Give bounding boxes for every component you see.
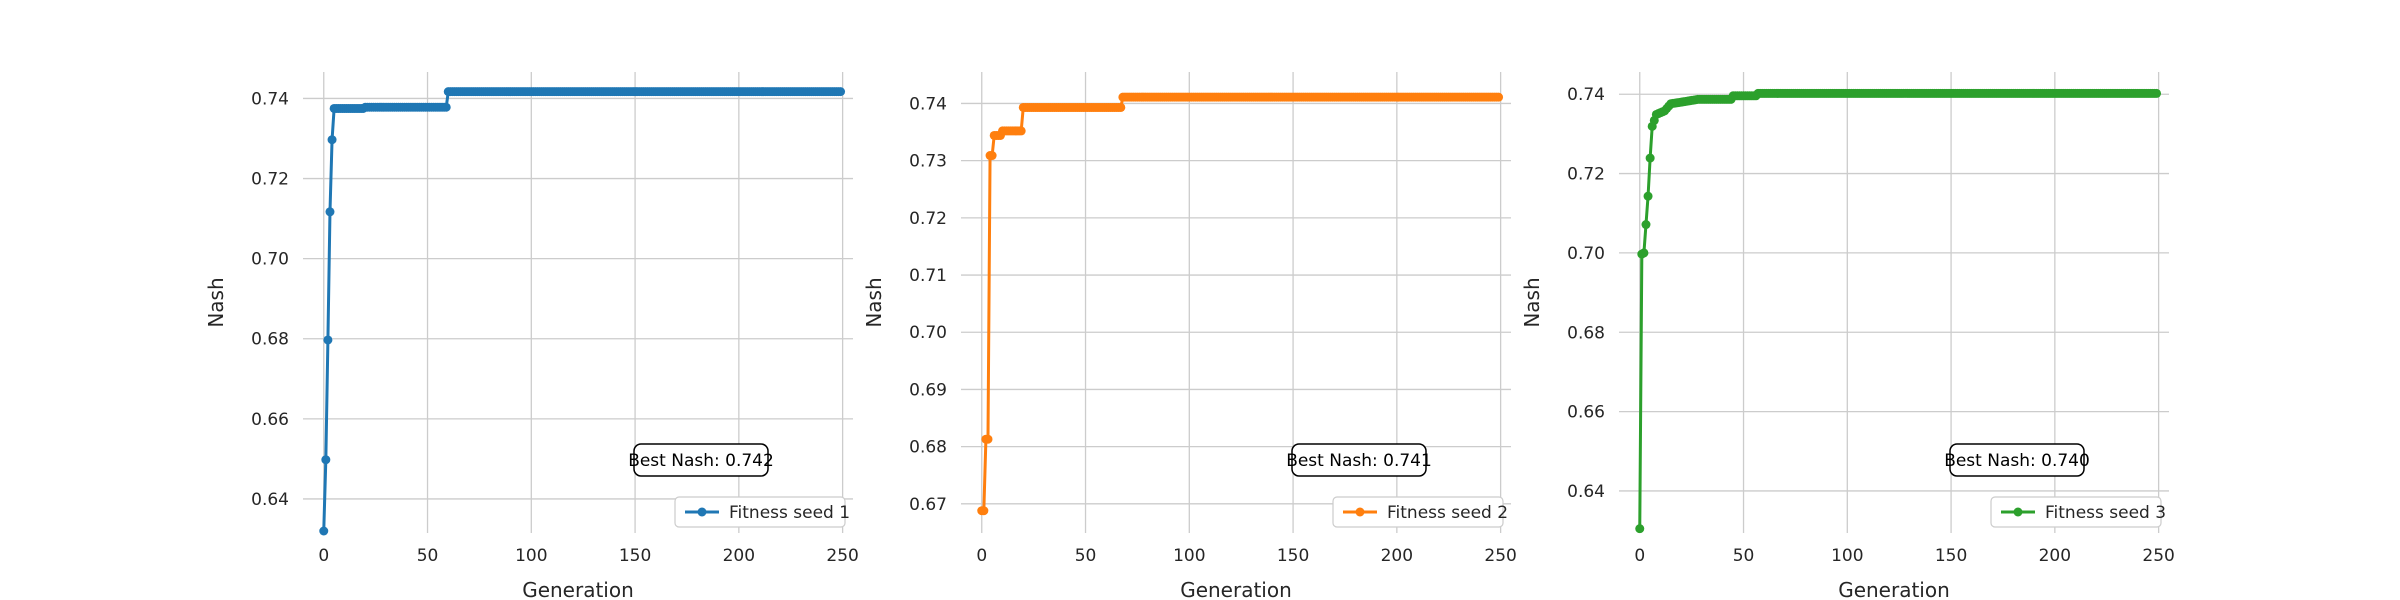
legend-label: Fitness seed 2 [1387, 503, 1508, 523]
x-tick-label: 150 [619, 546, 651, 566]
y-tick-label: 0.64 [1567, 482, 1605, 502]
legend: Fitness seed 1 [674, 496, 850, 528]
data-point [1635, 524, 1645, 534]
annotation-box [633, 443, 769, 477]
y-tick-label: 0.64 [251, 490, 289, 510]
annotation-box [1949, 443, 2085, 477]
y-tick-label: 0.66 [251, 410, 289, 430]
y-tick-label: 0.70 [909, 323, 947, 343]
data-point [1016, 126, 1026, 136]
x-tick-label: 150 [1935, 546, 1967, 566]
y-tick-label: 0.72 [909, 209, 947, 229]
best-nash-annotation: Best Nash: 0.741 [1286, 443, 1432, 477]
legend: Fitness seed 2 [1332, 496, 1508, 528]
legend-box [1332, 496, 1504, 528]
x-tick-label: 100 [1831, 546, 1863, 566]
legend-marker [2013, 507, 2023, 517]
y-tick-label: 0.70 [1567, 244, 1605, 264]
x-tick-label: 250 [1484, 546, 1516, 566]
x-tick-label: 50 [1733, 546, 1755, 566]
data-point [2152, 88, 2162, 98]
data-point [1643, 191, 1653, 201]
y-axis-label: Nash [862, 277, 886, 327]
data-point [987, 151, 997, 161]
legend-box [1990, 496, 2162, 528]
x-tick-label: 200 [723, 546, 755, 566]
data-point [1641, 220, 1651, 230]
x-tick-label: 200 [2039, 546, 2071, 566]
chart-panel-3: 0 50 100 150 200 250 0.64 0.66 0.68 0.70 0.72 0.74 G… [1520, 72, 2175, 600]
x-tick-label: 250 [826, 546, 858, 566]
chart-panel-1: 0 50 100 150 200 250 0.64 0.66 0.68 0.70 0.72 0.74 G… [204, 72, 859, 600]
legend-label: Fitness seed 1 [729, 503, 850, 523]
annotation-text: Best Nash: 0.740 [1944, 451, 2090, 471]
y-tick-label: 0.66 [1567, 403, 1605, 423]
x-tick-label: 0 [976, 546, 987, 566]
data-point [321, 455, 331, 465]
y-axis-label: Nash [1520, 277, 1544, 327]
legend-label: Fitness seed 3 [2045, 503, 2166, 523]
x-axis-label: Generation [522, 578, 634, 600]
data-point [1494, 92, 1504, 102]
annotation-text: Best Nash: 0.741 [1286, 451, 1432, 471]
y-tick-label: 0.74 [1567, 85, 1605, 105]
x-tick-label: 200 [1381, 546, 1413, 566]
x-tick-label: 250 [2142, 546, 2174, 566]
legend-marker [1355, 507, 1365, 517]
y-axis-label: Nash [204, 277, 228, 327]
data-point [441, 102, 451, 112]
chart-panel-2: 0 50 100 150 200 250 0.67 0.68 0.69 0.70 0.71 0.72 0… [862, 72, 1517, 600]
data-point [323, 335, 333, 345]
x-axis-label: Generation [1838, 578, 1950, 600]
y-tick-label: 0.70 [251, 250, 289, 270]
best-nash-annotation: Best Nash: 0.742 [628, 443, 774, 477]
y-tick-label: 0.72 [1567, 165, 1605, 185]
legend-marker [697, 507, 707, 517]
y-tick-label: 0.68 [909, 438, 947, 458]
data-point [319, 526, 329, 536]
y-tick-label: 0.73 [909, 152, 947, 172]
y-tick-label: 0.68 [251, 330, 289, 350]
data-point [983, 434, 993, 444]
x-tick-label: 50 [1075, 546, 1097, 566]
data-point [979, 506, 989, 516]
x-tick-label: 100 [1173, 546, 1205, 566]
best-nash-annotation: Best Nash: 0.740 [1944, 443, 2090, 477]
y-tick-label: 0.71 [909, 266, 947, 286]
data-point [1645, 153, 1655, 163]
x-tick-label: 50 [417, 546, 439, 566]
data-point [327, 135, 337, 145]
data-point [836, 87, 846, 97]
x-axis-label: Generation [1180, 578, 1292, 600]
y-tick-label: 0.74 [251, 89, 289, 109]
y-tick-label: 0.72 [251, 170, 289, 190]
x-tick-label: 0 [1634, 546, 1645, 566]
y-tick-label: 0.69 [909, 380, 947, 400]
data-point [1116, 102, 1126, 112]
annotation-text: Best Nash: 0.742 [628, 451, 774, 471]
x-tick-label: 0 [318, 546, 329, 566]
data-point [1639, 248, 1649, 258]
y-tick-label: 0.74 [909, 94, 947, 114]
x-tick-label: 100 [515, 546, 547, 566]
legend: Fitness seed 3 [1990, 496, 2166, 528]
x-tick-label: 150 [1277, 546, 1309, 566]
data-point [325, 207, 335, 217]
y-tick-label: 0.67 [909, 495, 947, 515]
y-tick-label: 0.68 [1567, 323, 1605, 343]
legend-box [674, 496, 846, 528]
annotation-box [1291, 443, 1427, 477]
